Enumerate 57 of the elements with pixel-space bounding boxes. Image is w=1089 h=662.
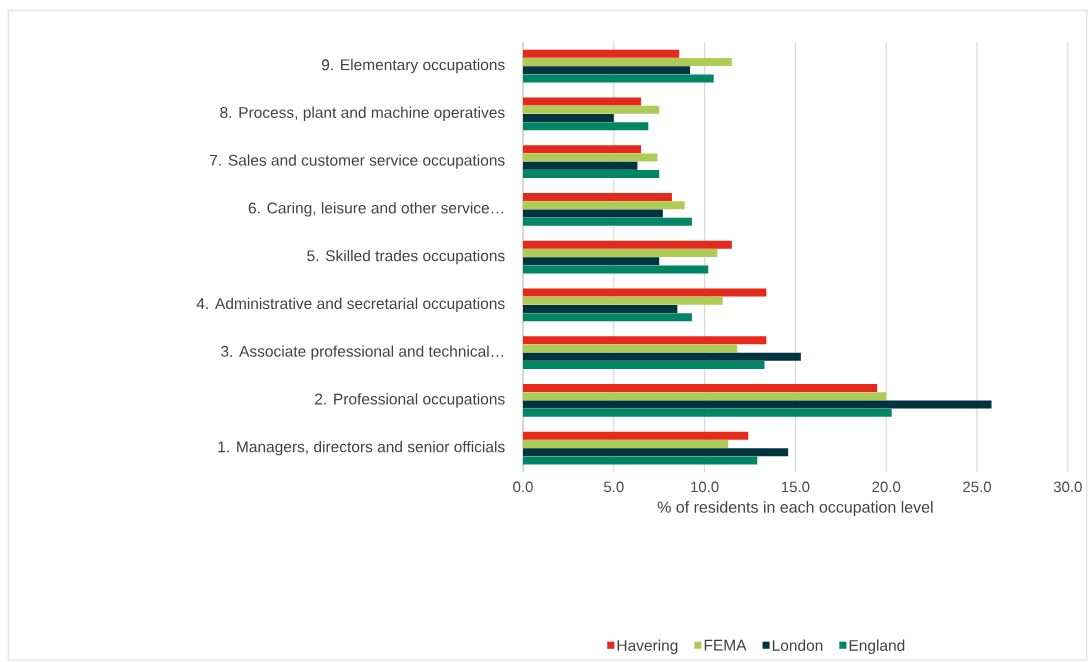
- y-tick-label: 2. Professional occupations: [315, 393, 505, 408]
- bar: [523, 313, 692, 322]
- bar: [523, 192, 672, 201]
- y-tick-label: 1. Managers, directors and senior officials: [218, 440, 505, 456]
- bar: [523, 383, 878, 392]
- bar: [523, 361, 765, 369]
- x-tick-label: 0.0: [513, 481, 533, 493]
- bar: [523, 439, 729, 448]
- y-tick-label: 8. Process, plant and machine operatives: [220, 106, 505, 121]
- legend-label: FEMA: [704, 639, 747, 651]
- bar: [523, 240, 732, 249]
- bar: [523, 408, 892, 417]
- legend-label: Havering: [617, 639, 678, 654]
- bar: [523, 153, 658, 162]
- bar: [523, 392, 887, 401]
- bar: [523, 248, 718, 257]
- y-tick-label: 6. Caring, leisure and other service…: [248, 202, 504, 217]
- bar: [523, 265, 709, 274]
- bar: [523, 201, 685, 210]
- bar: [523, 400, 992, 409]
- bar: [523, 456, 758, 465]
- bar: [523, 97, 642, 106]
- legend-label: London: [772, 639, 823, 651]
- bar: [523, 113, 614, 122]
- bar: [523, 352, 801, 361]
- y-tick-label: 7. Sales and customer service occupations: [210, 154, 505, 169]
- bar: [523, 122, 649, 131]
- bar: [523, 105, 660, 114]
- bar: [523, 448, 789, 457]
- x-tick-label: 30.0: [1053, 481, 1082, 493]
- bar: [523, 209, 663, 218]
- y-tick-label: 3. Associate professional and technical…: [221, 345, 504, 360]
- bar: [523, 66, 691, 75]
- x-axis-title: % of residents in each occupation level: [657, 500, 933, 516]
- legend-label: England: [849, 639, 905, 654]
- bar: [523, 49, 680, 58]
- bar: [523, 74, 714, 83]
- bar: [523, 304, 678, 313]
- bar: [523, 288, 767, 297]
- y-tick-label: 9. Elementary occupations: [321, 58, 505, 74]
- x-tick-label: 10.0: [691, 481, 719, 493]
- bar: [523, 257, 660, 266]
- bar: [523, 296, 723, 305]
- bar: [523, 336, 767, 345]
- y-tick-label: 4. Administrative and secretarial occupations: [196, 297, 505, 313]
- x-tick-label: 20.0: [872, 481, 901, 493]
- x-tick-label: 5.0: [603, 481, 624, 493]
- bar: [523, 169, 660, 178]
- x-tick-label: 15.0: [781, 481, 810, 493]
- bar: [523, 217, 692, 226]
- bar: [523, 145, 642, 154]
- x-tick-label: 25.0: [963, 481, 992, 493]
- bar: [523, 161, 638, 170]
- bar: [523, 431, 749, 440]
- y-tick-label: 5. Skilled trades occupations: [307, 249, 505, 265]
- bar: [523, 57, 732, 66]
- bar: [523, 344, 738, 353]
